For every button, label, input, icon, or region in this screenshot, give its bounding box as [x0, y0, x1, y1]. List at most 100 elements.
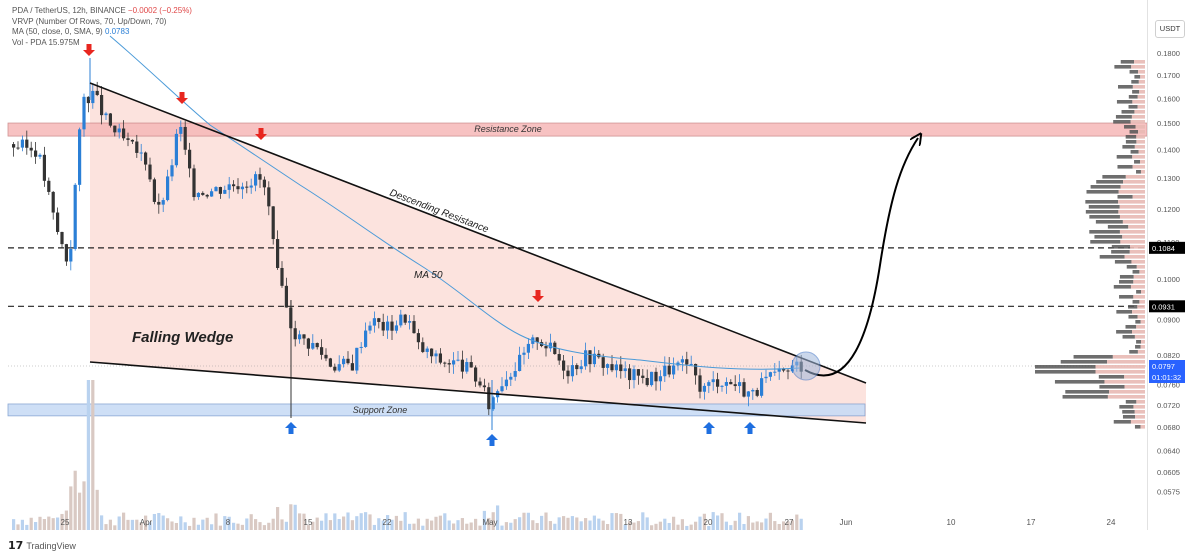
legend-vrvp: VRVP (Number Of Rows, 70, Up/Down, 70): [12, 16, 167, 26]
volume-bar: [491, 512, 495, 530]
volume-profile-bar: [1132, 300, 1140, 304]
volume-profile-bar: [1139, 270, 1145, 274]
candle-body: [342, 358, 346, 365]
volume-profile-bar: [1136, 265, 1145, 269]
currency-button[interactable]: USDT: [1155, 20, 1185, 38]
candle-body: [399, 314, 403, 326]
volume-bar: [56, 517, 60, 530]
price-axis-separator: [1147, 0, 1148, 530]
volume-bar: [350, 520, 354, 530]
tradingview-logo[interactable]: 17 TradingView: [8, 539, 76, 552]
volume-bar: [408, 523, 412, 530]
volume-profile-bar: [1095, 365, 1145, 369]
volume-bar: [236, 523, 240, 530]
candle-body: [258, 174, 262, 180]
volume-profile-bar: [1119, 280, 1134, 284]
volume-profile-bar: [1114, 65, 1132, 69]
volume-bar: [135, 519, 139, 530]
candle-body: [645, 377, 649, 386]
candle-body: [408, 321, 412, 323]
tradingview-logo-icon: 17: [8, 539, 24, 552]
volume-bar: [126, 519, 130, 530]
volume-profile-bar: [1119, 295, 1134, 299]
candle-body: [456, 359, 460, 361]
candle-body: [82, 96, 86, 130]
candle-body: [188, 149, 192, 169]
volume-bar: [663, 518, 667, 530]
volume-profile-bar: [1133, 405, 1145, 409]
volume-bar: [100, 515, 104, 530]
candle-body: [663, 365, 667, 377]
candle-body: [42, 154, 46, 181]
candle-body: [729, 382, 733, 385]
legend-vol-label: Vol - PDA: [12, 37, 47, 47]
price-tick-label: 0.0605: [1157, 468, 1180, 477]
candle-body: [73, 184, 77, 249]
candle-body: [328, 358, 332, 367]
price-tick-label: 0.1300: [1157, 174, 1180, 183]
volume-bar: [188, 525, 192, 530]
candle-body: [689, 363, 693, 365]
volume-profile-bar: [1122, 415, 1136, 419]
volume-profile-bar: [1132, 85, 1145, 89]
volume-bar: [280, 519, 284, 530]
time-axis-label: 22: [383, 518, 392, 527]
volume-bar: [29, 517, 33, 530]
volume-profile-bar: [1125, 140, 1137, 144]
candle-body: [56, 212, 60, 232]
volume-bar: [614, 513, 618, 530]
volume-bar: [522, 512, 526, 530]
volume-bar: [20, 519, 24, 530]
candle-body: [179, 126, 183, 134]
volume-profile-bar: [1060, 360, 1108, 364]
volume-bar: [328, 520, 332, 530]
volume-bar: [258, 522, 262, 530]
candle-body: [183, 126, 187, 150]
candle-body: [403, 314, 407, 323]
volume-bar: [113, 525, 117, 530]
candle-body: [636, 369, 640, 376]
volume-profile-bar: [1138, 130, 1145, 134]
candle-body: [130, 139, 134, 142]
volume-bar: [636, 521, 640, 530]
price-tick-label: 0.1000: [1157, 275, 1180, 284]
volume-bar: [174, 522, 178, 530]
volume-bar: [474, 518, 478, 530]
volume-bar: [245, 518, 249, 530]
time-axis-label: Apr: [140, 518, 153, 527]
blue-up-arrow-icon: [486, 434, 498, 446]
time-axis-label: 17: [1027, 518, 1036, 527]
descending-resistance-line: [89, 82, 867, 384]
volume-profile-bar: [1128, 305, 1138, 309]
candle-body: [777, 368, 781, 372]
volume-profile-bar: [1140, 170, 1145, 174]
volume-profile-bar: [1113, 120, 1131, 124]
time-axis-label: Jun: [840, 518, 853, 527]
candle-body: [276, 239, 280, 268]
candle-body: [302, 334, 306, 339]
candle-body: [298, 334, 302, 340]
volume-profile-bar: [1122, 335, 1135, 339]
ma50-label: MA 50: [414, 270, 443, 281]
volume-profile-bar: [1128, 315, 1138, 319]
volume-profile-bar: [1122, 235, 1145, 239]
candle-body: [425, 348, 429, 352]
volume-bar: [386, 515, 390, 530]
candle-body: [724, 382, 728, 386]
volume-profile-bar: [1114, 260, 1132, 264]
candle-body: [474, 367, 478, 382]
volume-bar: [751, 522, 755, 530]
candle-body: [157, 201, 161, 205]
volume-profile-bar: [1134, 335, 1145, 339]
volume-bar: [760, 522, 764, 530]
candle-body: [443, 362, 447, 364]
volume-bar: [570, 516, 574, 530]
time-axis-label: 13: [624, 518, 633, 527]
candle-body: [513, 371, 517, 377]
volume-bar: [320, 520, 324, 530]
volume-bar: [667, 522, 671, 530]
volume-profile-bar: [1138, 80, 1145, 84]
volume-profile-bar: [1116, 330, 1133, 334]
volume-bar: [553, 523, 557, 530]
